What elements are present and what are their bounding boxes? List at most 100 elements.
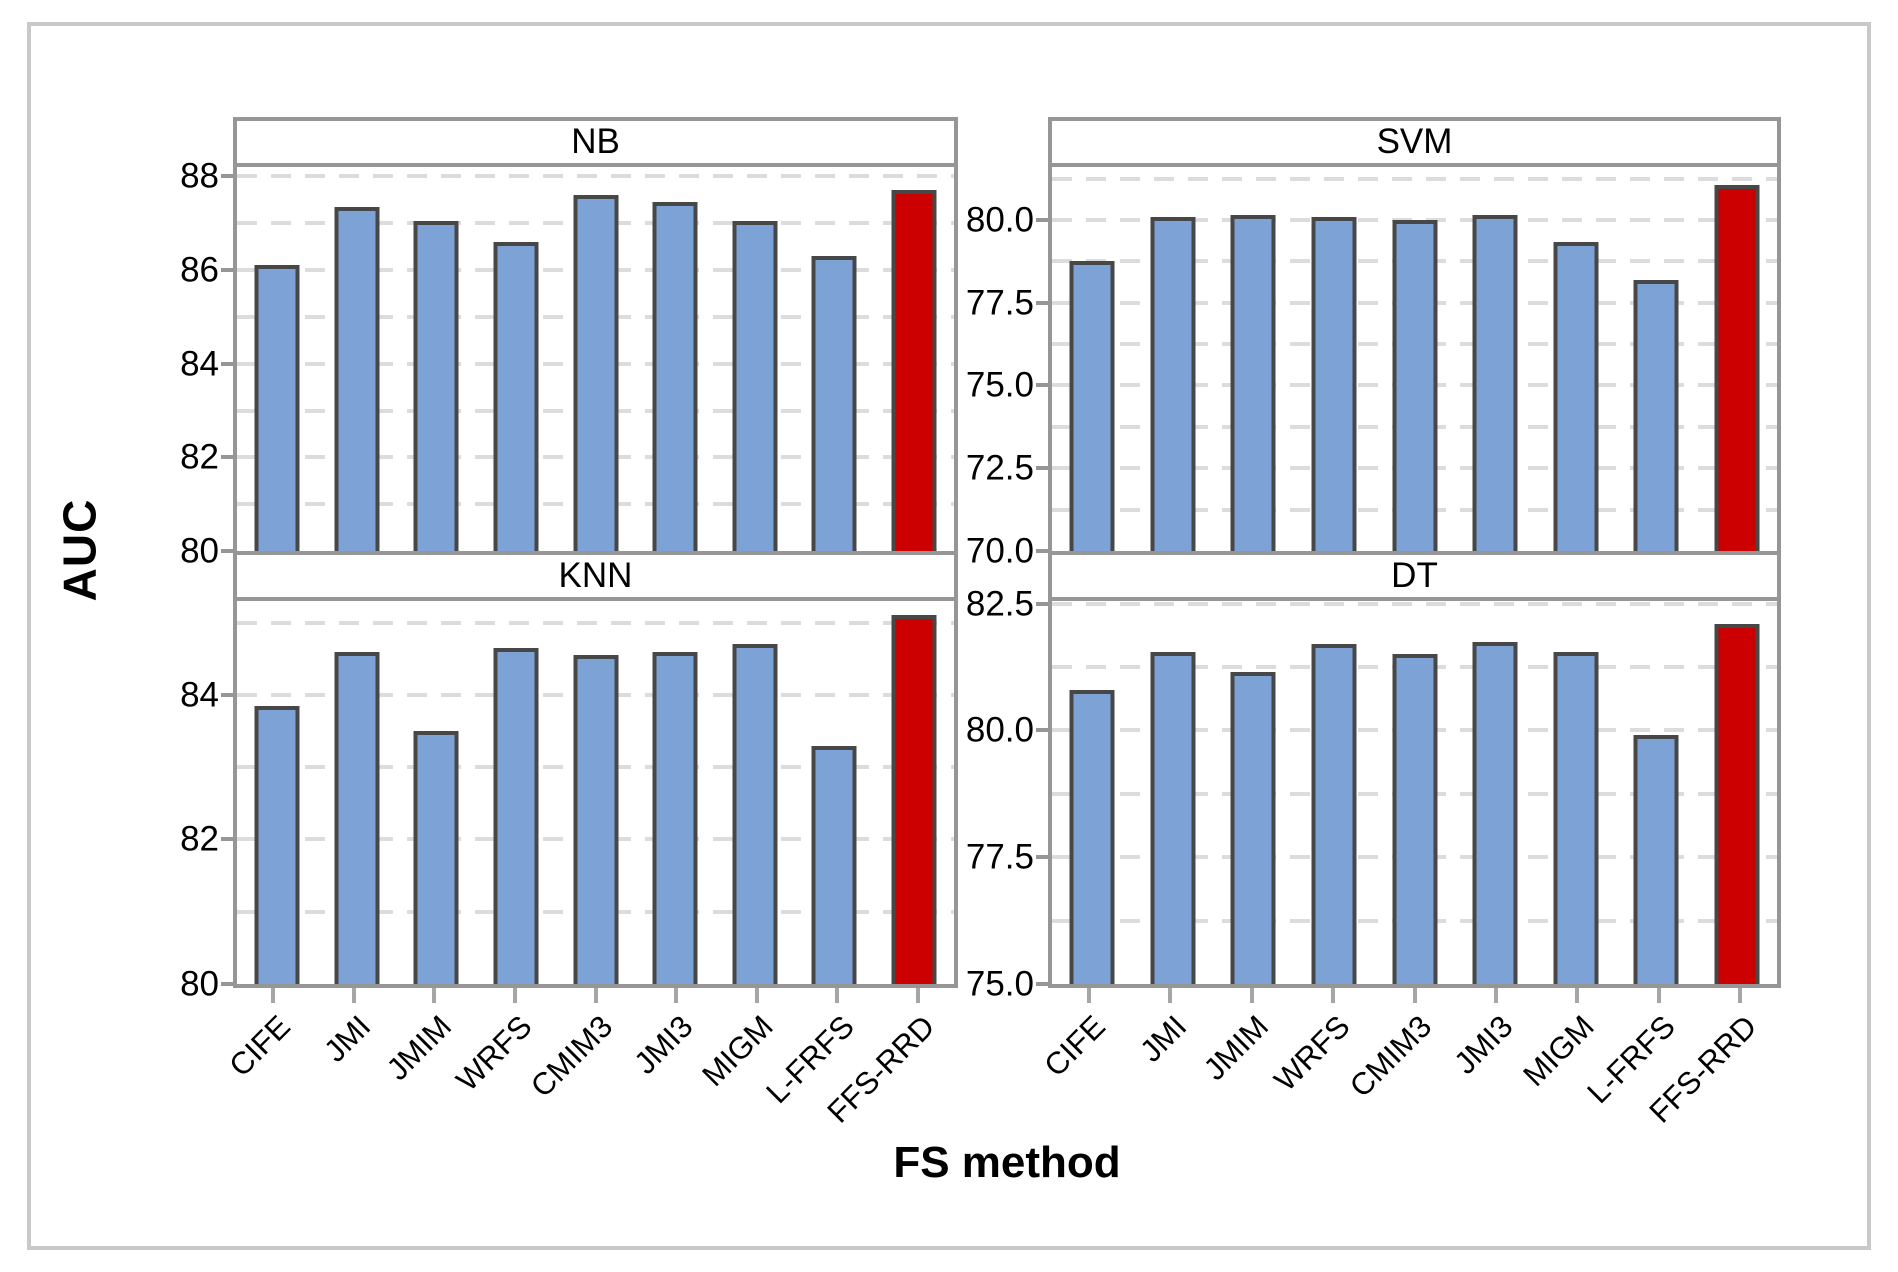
bar-wrfs-nb	[493, 241, 539, 551]
x-tick-label: JMI	[1133, 1008, 1194, 1069]
bar-migm-knn	[732, 644, 778, 984]
y-tick-mark	[1036, 601, 1048, 606]
x-tick-mark	[1331, 988, 1336, 1003]
y-tick-label: 82	[180, 437, 219, 477]
bar-l-frfs-dt	[1633, 735, 1679, 984]
highlight-bar-ffs-rrd-knn	[891, 615, 937, 984]
bar-l-frfs-knn	[811, 745, 857, 984]
y-tick-mark	[221, 174, 233, 179]
x-tick-mark	[835, 988, 840, 1003]
x-tick-label: CMIM3	[1342, 1008, 1438, 1104]
y-tick-label: 72.5	[965, 448, 1034, 488]
x-tick-mark	[754, 988, 759, 1003]
plot-area-dt: 82.5 80.0 77.5 75.0	[966, 586, 1777, 1002]
bar-cmim3-knn	[573, 655, 618, 984]
x-tick-label: JMI3	[1447, 1008, 1520, 1081]
y-tick-mark	[1036, 217, 1048, 222]
bar-cife-dt	[1069, 689, 1115, 984]
x-tick-mark	[1168, 988, 1173, 1003]
bar-cmim3-nb	[573, 195, 618, 551]
y-tick-mark	[1036, 466, 1048, 471]
x-tick-label: WRFS	[1267, 1008, 1357, 1098]
bar-jmi-knn	[334, 651, 379, 984]
y-tick-label: 70.0	[965, 531, 1034, 571]
y-tick-label: 80	[180, 531, 219, 571]
bar-jmim-svm	[1230, 215, 1276, 551]
gridline	[237, 174, 954, 179]
bar-l-frfs-svm	[1633, 279, 1679, 551]
x-tick-label: JMIM	[379, 1008, 458, 1087]
y-tick-mark	[1036, 300, 1048, 305]
x-tick-mark	[271, 988, 276, 1003]
x-tick-mark	[1493, 988, 1498, 1003]
bar-jmi-svm	[1150, 216, 1196, 551]
bar-jmi-nb	[334, 206, 379, 551]
panel-title: SVM	[1376, 122, 1453, 161]
y-tick-mark	[221, 361, 233, 366]
plot-area-svm: 80.0 77.5 75.0 72.5 70.0	[966, 167, 1777, 569]
bar-jmim-knn	[413, 731, 459, 984]
y-tick-label: 88	[180, 156, 219, 196]
y-axis-title: AUC	[53, 498, 106, 602]
y-tick-mark	[1036, 549, 1048, 553]
bar-jmi3-knn	[652, 651, 698, 984]
y-tick-mark	[221, 549, 233, 553]
x-tick-mark	[1656, 988, 1661, 1003]
panel-header-svm: SVM	[1052, 121, 1777, 167]
bar-migm-svm	[1553, 241, 1599, 551]
x-tick-mark	[512, 988, 517, 1003]
bar-migm-dt	[1553, 651, 1599, 984]
x-tick-mark	[674, 988, 679, 1003]
bar-cmim3-svm	[1392, 219, 1437, 551]
bar-cife-svm	[1069, 261, 1115, 551]
bar-jmim-dt	[1230, 672, 1276, 984]
y-tick-mark	[1036, 982, 1048, 986]
x-tick-mark	[1086, 988, 1091, 1003]
highlight-bar-ffs-rrd-dt	[1714, 623, 1760, 984]
bar-jmi3-nb	[652, 202, 698, 551]
plot-area-knn: 84 82 80	[180, 601, 954, 1002]
y-tick-label: 80.0	[965, 200, 1034, 240]
y-tick-mark	[221, 268, 233, 273]
gridline	[237, 620, 954, 625]
bar-wrfs-knn	[493, 647, 539, 984]
x-axis: CIFE JMI JMIM WRFS CMIM3 JMI3 MIGM L-FRFS FFS-RR…	[1037, 988, 1781, 1158]
highlight-bar-ffs-rrd-nb	[891, 190, 937, 551]
x-axis-title: FS method	[893, 1138, 1121, 1187]
plot-area-nb: 88 86 84 82 80	[180, 159, 954, 569]
panel-title: NB	[571, 122, 620, 161]
panel-box: NB 88 86 84 82 80 KNN 84 82 80	[180, 117, 958, 1002]
y-tick-mark	[221, 837, 233, 842]
x-tick-label: JMIM	[1196, 1008, 1275, 1087]
gridline	[1052, 601, 1777, 606]
gridline	[1052, 176, 1777, 181]
x-tick-mark	[593, 988, 598, 1003]
y-tick-mark	[1036, 728, 1048, 733]
y-tick-mark	[221, 455, 233, 460]
x-tick-mark	[432, 988, 437, 1003]
x-tick-label: CMIM3	[523, 1008, 619, 1104]
y-tick-label: 77.5	[965, 837, 1034, 877]
x-tick-label: CIFE	[221, 1008, 297, 1084]
y-tick-label: 77.5	[965, 283, 1034, 323]
bar-cife-nb	[254, 265, 300, 551]
x-tick-mark	[1575, 988, 1580, 1003]
gridline	[1052, 217, 1777, 222]
y-tick-label: 82.5	[965, 584, 1034, 624]
panel-title: DT	[1391, 556, 1438, 595]
bar-jmi-dt	[1150, 651, 1196, 984]
y-tick-label: 75.0	[965, 365, 1034, 405]
panel-column-left: NB 88 86 84 82 80 KNN 84 82 80 CIFE JMI JMIM WRFS CMIM…	[180, 117, 958, 1158]
bar-cife-knn	[254, 705, 300, 984]
panel-header-nb: NB	[237, 121, 954, 167]
x-tick-label: JMI3	[627, 1008, 700, 1081]
bar-jmi3-dt	[1472, 641, 1518, 984]
bar-wrfs-svm	[1311, 216, 1357, 551]
x-tick-mark	[351, 988, 356, 1003]
y-tick-mark	[221, 692, 233, 697]
y-tick-label: 82	[180, 819, 219, 859]
x-tick-mark	[1738, 988, 1743, 1003]
x-tick-mark	[915, 988, 920, 1003]
bar-jmi3-svm	[1472, 215, 1518, 551]
